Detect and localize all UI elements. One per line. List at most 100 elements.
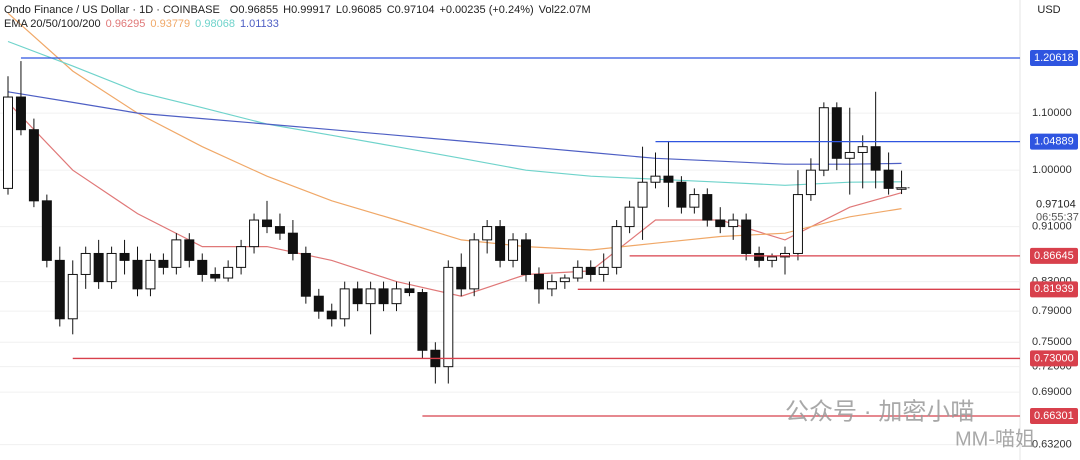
candle-body [67, 273, 78, 320]
candle-body [883, 169, 894, 189]
candle-body [391, 288, 402, 305]
candle-body [158, 259, 169, 268]
symbol: Ondo Finance / US Dollar · 1D · COINBASE [4, 4, 220, 16]
candle-body [417, 292, 428, 351]
candle-body [546, 281, 557, 290]
header: Ondo Finance / US Dollar · 1D · COINBASE… [4, 4, 591, 16]
y-tick-label: 0.63200 [1032, 439, 1072, 451]
header-item: H0.99917 [283, 4, 331, 16]
candle-body [469, 239, 480, 290]
candle-body [119, 252, 130, 261]
watermark: 公众号 · 加密小喵 [785, 398, 974, 425]
candle-body [624, 206, 635, 228]
candle-body [262, 219, 272, 228]
candle-body [197, 259, 208, 275]
candle-body [300, 252, 311, 297]
candle-body [93, 252, 104, 283]
candle-body [805, 169, 816, 196]
candle-body [585, 266, 596, 275]
candle-body [365, 288, 376, 305]
y-tick-label: 0.79000 [1032, 305, 1072, 317]
candle-body [80, 252, 91, 275]
header-item: +0.00235 (+0.24%) [439, 4, 533, 16]
candle-body [145, 259, 156, 290]
candle-body [508, 239, 519, 261]
indicator-legend: EMA 20/50/100/200 0.96295 0.93779 0.98068 1.… [4, 18, 279, 30]
candle-body [171, 239, 182, 268]
candle-body [404, 288, 415, 294]
candle-body [676, 181, 687, 208]
candle-body [767, 256, 778, 261]
candle-body [533, 273, 544, 290]
candle-body [715, 219, 726, 228]
candle-body [287, 232, 298, 254]
level-label-box [1030, 247, 1078, 264]
y-axis: 1.100001.000000.910000.830000.790000.750… [1032, 107, 1072, 451]
legend-value: 0.98068 [195, 18, 235, 30]
level-label-box [1030, 281, 1078, 298]
legend-value: 1.01133 [240, 18, 279, 30]
candle-body [54, 259, 65, 320]
candle-body [106, 252, 117, 283]
candle-body [326, 310, 337, 320]
header-item: L0.96085 [336, 4, 382, 16]
level-label-box [1030, 133, 1078, 150]
candle-body [780, 252, 790, 258]
candle-body [831, 107, 842, 159]
header-item: C0.97104 [387, 4, 435, 16]
candle-body [754, 252, 765, 261]
y-tick-label: 0.75000 [1032, 336, 1072, 348]
y-tick-label: 1.10000 [1032, 107, 1072, 119]
ema-line [7, 91, 902, 165]
candle-body [378, 288, 389, 305]
level-label: 0.73000 [1034, 352, 1074, 364]
countdown: 06:55:37 [1036, 212, 1079, 224]
legend-value: 0.96295 [106, 18, 146, 30]
candle-body [792, 194, 803, 254]
y-tick-label: 1.00000 [1032, 164, 1072, 176]
candle-body [818, 107, 829, 171]
candle-body [352, 288, 363, 305]
candle-body [223, 266, 234, 279]
candle-body [870, 146, 881, 171]
candle-body [249, 219, 260, 248]
candle-body [741, 219, 752, 254]
candle-body [689, 194, 700, 208]
candle-body [611, 226, 622, 268]
watermark: MM-喵姐 [955, 427, 1035, 450]
candle-body [210, 273, 221, 279]
level-label-box [1030, 350, 1078, 367]
candle-body [274, 226, 285, 234]
candle-body [132, 259, 143, 290]
candle-body [650, 175, 661, 183]
level-label-box [1030, 50, 1078, 67]
last-price-label: 0.97104 [1036, 199, 1076, 211]
candle-body [28, 129, 39, 202]
candle-body [702, 194, 713, 221]
candle-body [236, 246, 247, 268]
candles [3, 61, 907, 384]
legend-value: 0.93779 [150, 18, 190, 30]
level-label: 1.20618 [1034, 52, 1074, 64]
candle-body [598, 266, 609, 275]
candle-body [313, 295, 324, 312]
candle-body [857, 146, 868, 153]
candle-body [844, 151, 855, 159]
candle-body [184, 239, 195, 261]
header-item: O0.96855 [230, 4, 278, 16]
candle-body [482, 226, 493, 241]
level-label: 1.04889 [1034, 136, 1074, 148]
currency: USD [1037, 4, 1060, 16]
y-tick-label: 0.91000 [1032, 220, 1072, 232]
candle-body [663, 175, 674, 183]
candle-body [572, 266, 583, 279]
ema-line [7, 40, 902, 186]
candle-body [559, 277, 570, 283]
candle-body [41, 200, 52, 261]
ema-line [7, 12, 902, 251]
grid [0, 112, 1020, 446]
level-label: 0.86645 [1034, 250, 1074, 262]
candle-body [15, 96, 26, 131]
